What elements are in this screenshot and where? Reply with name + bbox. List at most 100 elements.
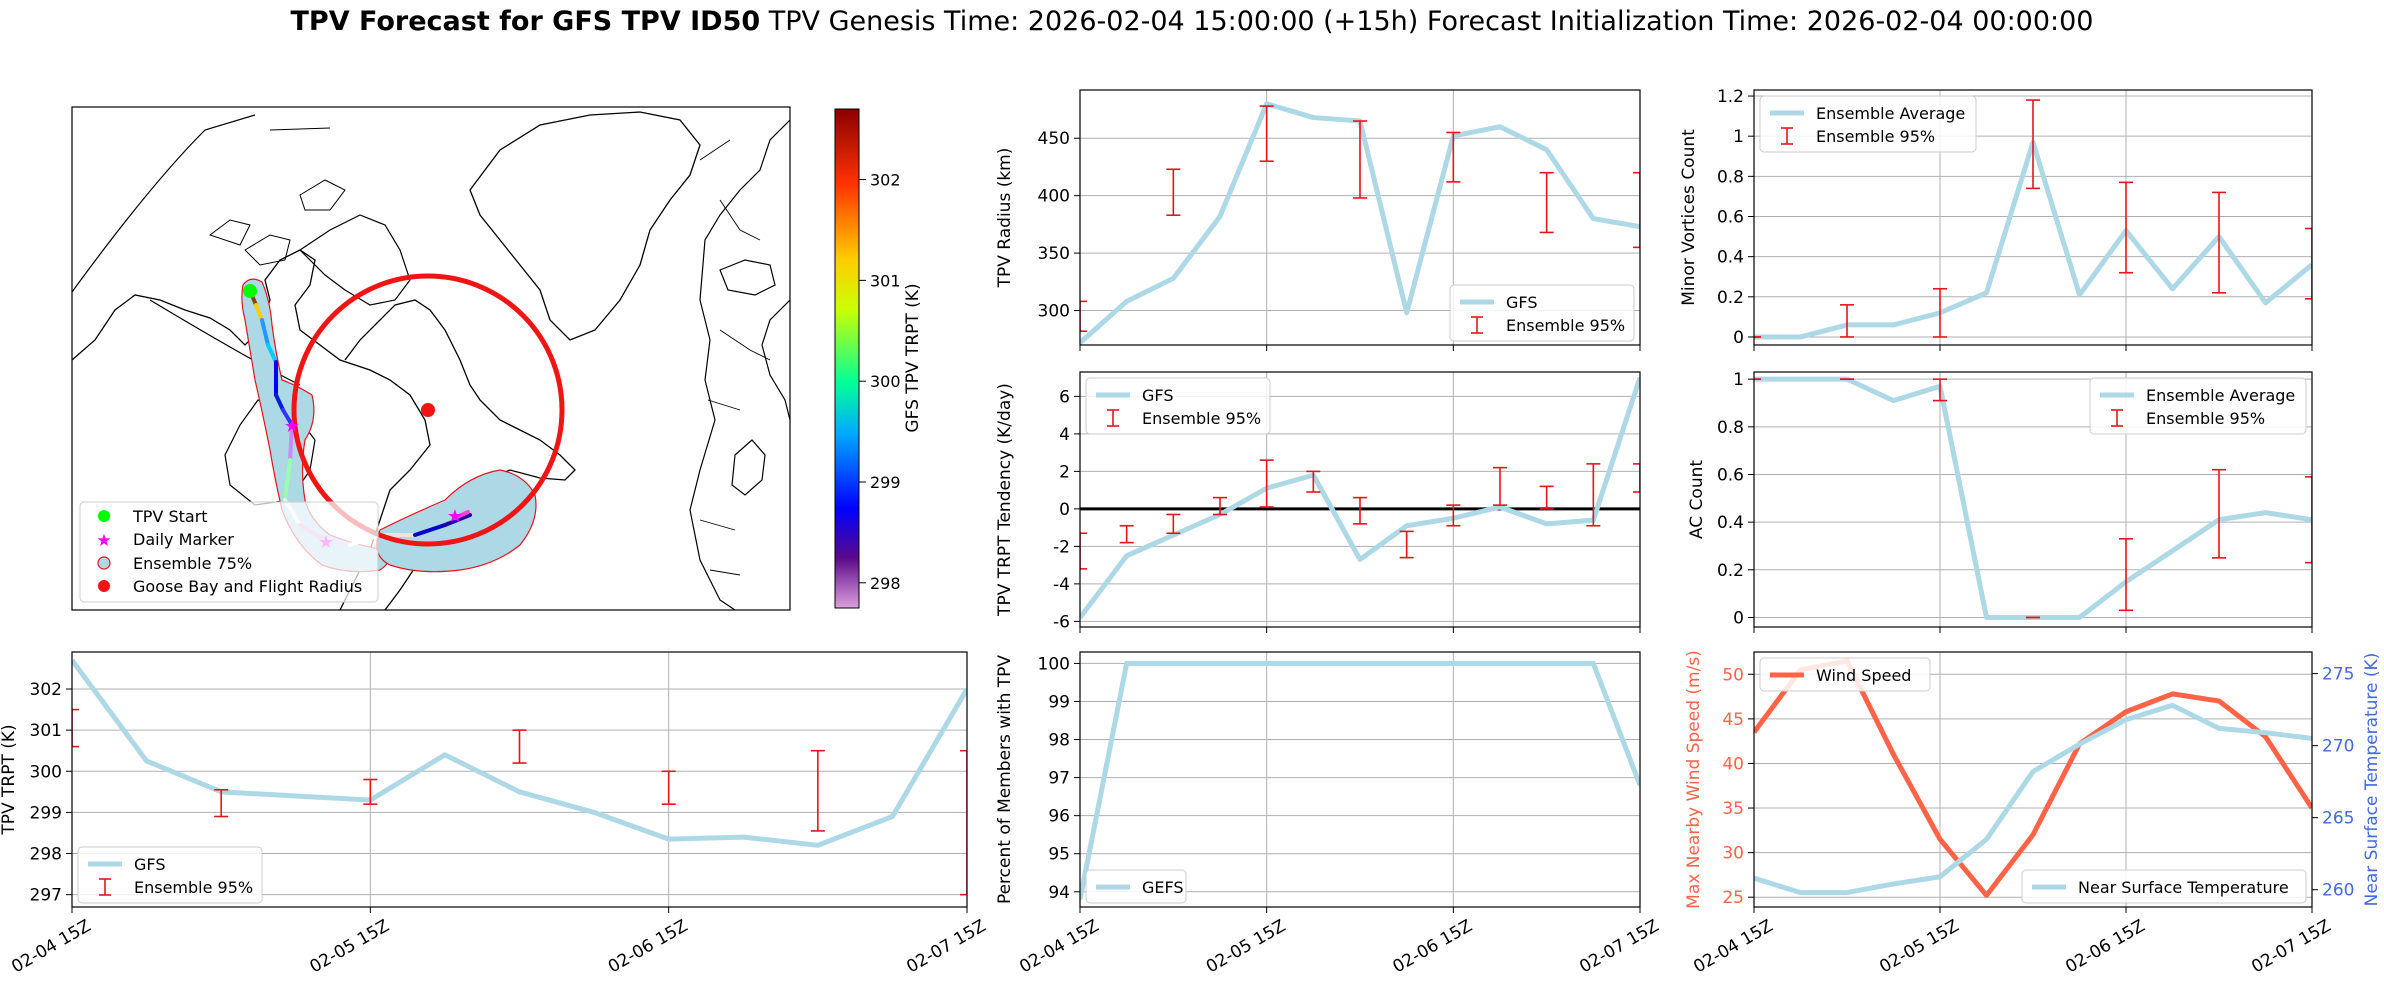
data-layer-tendency <box>1080 376 1640 620</box>
series-line-wind-speed <box>1754 658 2312 898</box>
map-boundary-line <box>719 199 771 361</box>
legend-label: Ensemble 95% <box>1506 316 1625 335</box>
y-axis-label: TPV TRPT Tendency (K/day) <box>995 383 1015 617</box>
figure-title: TPV Forecast for GFS TPV ID50 TPV Genesi… <box>0 6 2384 37</box>
figure-title-init: Forecast Initialization Time: 2026-02-04… <box>1426 6 2094 37</box>
goose-bay-flight-radius <box>291 273 565 547</box>
colorbar-tick-label-301: 301 <box>870 271 901 290</box>
y-tick-label: 0.2 <box>1717 288 1744 308</box>
colorbar-gradient <box>834 108 860 609</box>
legend-box <box>2089 377 2307 435</box>
map-legend-box <box>79 501 379 603</box>
y-tick-label-right: 270 <box>2322 737 2354 757</box>
legend-daily-marker: Daily Marker <box>133 530 234 549</box>
axes-frame <box>1753 89 2313 346</box>
legend-tpv-start-icon <box>98 510 110 522</box>
legend-goose-bay: Goose Bay and Flight Radius <box>133 577 362 596</box>
y-tick-label-right: 275 <box>2322 665 2354 685</box>
series-line-gefs <box>1080 660 1640 900</box>
y-tick-label: 0.6 <box>1717 207 1744 227</box>
y-tick-label: 0 <box>1733 328 1744 348</box>
data-layer-members <box>1080 660 1640 900</box>
coastline-arctic-island <box>244 234 291 266</box>
axes-frame <box>1079 371 1641 628</box>
y-tick-label: 6 <box>1059 387 1070 407</box>
legend-label: GFS <box>1506 293 1537 312</box>
coastline-arctic-island <box>299 179 346 211</box>
y-tick-label-right: 265 <box>2322 809 2354 829</box>
y-tick-label: 0.4 <box>1717 248 1744 268</box>
x-tick-label: 02-06 15Z <box>1390 916 1476 977</box>
coastline-north-america <box>72 249 431 610</box>
legend-box <box>1759 657 1931 692</box>
y-tick-label: -2 <box>1053 537 1070 557</box>
chart-trpt: 297 298 299 300 301 302 02-04 15Z 02-05 15Z 02-0… <box>0 651 990 977</box>
map-layers: ★ ★ ★ TPV Start ★ Daily Marker Ensemble … <box>72 107 790 610</box>
axes-frame <box>1753 651 2313 908</box>
y-tick-label: 0 <box>1733 608 1744 628</box>
data-layer-radius <box>1080 101 1640 345</box>
y-tick-label: 0.8 <box>1717 167 1744 187</box>
chart-minor: 0 0.2 0.4 0.6 0.8 1 1.2 Minor Vortices Count Ens… <box>1679 87 2313 351</box>
chart-members: 94 95 96 97 98 99 100 02-04 15Z 02-05 15Z 02-06 1… <box>995 651 1663 977</box>
y-axis-label: TPV Radius (km) <box>995 148 1015 289</box>
daily-marker: ★ <box>447 506 463 527</box>
axes-frame <box>71 651 968 908</box>
y-tick-label: -4 <box>1053 575 1070 595</box>
legend-label: GEFS <box>1142 878 1184 897</box>
y-tick-label: 301 <box>30 721 62 741</box>
y-tick-label: 2 <box>1059 462 1070 482</box>
legend-box <box>1085 377 1271 435</box>
y-tick-label: 302 <box>30 680 62 700</box>
y-tick-label: 0.4 <box>1717 513 1744 533</box>
x-tick-label: 02-07 15Z <box>1576 916 1662 977</box>
map-boundary-line <box>149 299 301 386</box>
legend-label: GFS <box>1142 386 1173 405</box>
y-tick-label: 40 <box>1722 754 1744 774</box>
legend: Near Surface Temperature <box>2021 869 2307 904</box>
data-layer-trpt <box>72 658 967 896</box>
y-tick-label: 0.8 <box>1717 418 1744 438</box>
data-layer-minor <box>1754 99 2312 340</box>
legend-box <box>77 846 263 904</box>
map-boundary-line <box>269 127 331 131</box>
colorbar-tick-label-299: 299 <box>870 473 901 492</box>
y-tick-label: 0.2 <box>1717 561 1744 581</box>
y-tick-label: -6 <box>1053 612 1070 632</box>
legend-label: Ensemble 95% <box>2146 409 2265 428</box>
legend-daily-marker-icon: ★ <box>96 531 111 551</box>
legend-label: Ensemble 95% <box>1142 409 1261 428</box>
legend-box <box>1449 284 1635 342</box>
data-layer-ac <box>1754 376 2312 620</box>
legend-box <box>1085 869 1187 904</box>
map-frame <box>71 106 791 611</box>
x-tick-label: 02-07 15Z <box>903 916 989 977</box>
colorbar-label: GFS TPV TRPT (K) <box>903 283 923 432</box>
legend-goose-bay-icon <box>98 580 110 592</box>
legend: Ensemble Average Ensemble 95% <box>2089 377 2307 435</box>
x-tick-label: 02-04 15Z <box>8 916 94 977</box>
data-layer-wind_temp <box>1754 658 2312 898</box>
x-tick-label: 02-04 15Z <box>1690 916 1776 977</box>
legend: GEFS <box>1085 869 1187 904</box>
legend-label: Ensemble Average <box>2146 386 2295 405</box>
y-tick-label: 50 <box>1722 665 1744 685</box>
y-axis-label: Percent of Members with TPV <box>995 655 1015 904</box>
y-tick-label: 95 <box>1048 845 1070 865</box>
legend-label: Ensemble 95% <box>134 878 253 897</box>
y-tick-label: 350 <box>1038 244 1070 264</box>
y-axis-label: AC Count <box>1687 460 1707 539</box>
track-map: ★ ★ ★ TPV Start ★ Daily Marker Ensemble … <box>71 106 791 611</box>
y-tick-label: 4 <box>1059 425 1070 445</box>
y-tick-label-right: 260 <box>2322 881 2354 901</box>
daily-marker: ★ <box>284 416 300 437</box>
legend: Ensemble Average Ensemble 95% <box>1759 95 1977 153</box>
y-tick-label: 100 <box>1038 654 1070 674</box>
figure-title-genesis: TPV Genesis Time: 2026-02-04 15:00:00 (+… <box>768 6 1419 37</box>
axes-frame <box>1079 89 1641 346</box>
y-tick-label: 45 <box>1722 710 1744 730</box>
x-tick-label: 02-04 15Z <box>1016 916 1102 977</box>
chart-wind_temp: 25 30 35 40 45 50 260 265 270 275 Near Surface Tem… <box>1684 650 2382 977</box>
